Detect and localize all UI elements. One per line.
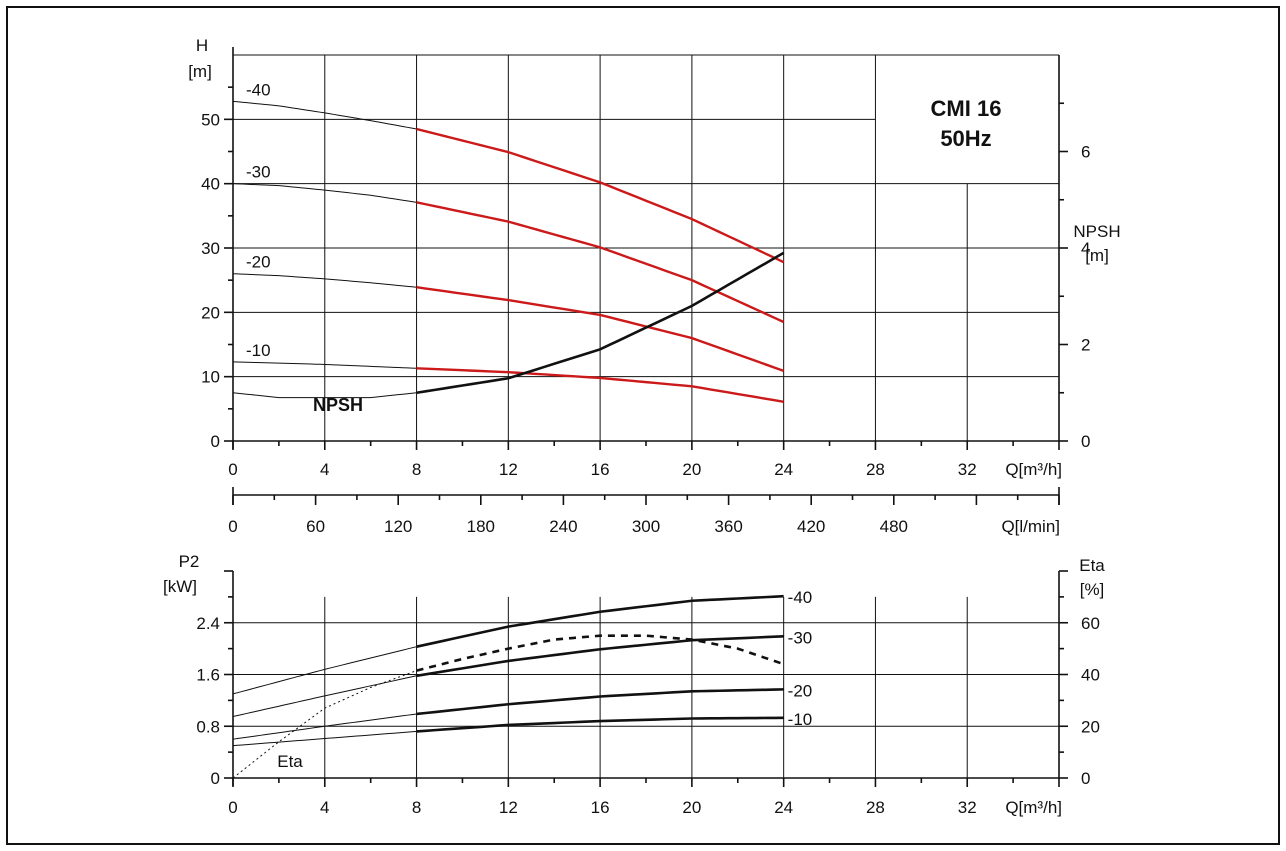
power-curve--30-extension (232, 675, 417, 718)
chart-title: CMI 16 (931, 96, 1002, 121)
q-tick-label: 12 (499, 460, 518, 479)
q-lmin-tick-label: 360 (714, 517, 742, 536)
head-curve--30-extension (232, 183, 417, 203)
eta-tick-label: 20 (1081, 717, 1100, 736)
npsh-tick-label: 6 (1081, 143, 1090, 162)
q-tick-label: 32 (958, 460, 977, 479)
eta-curve-Eta (416, 634, 785, 672)
q-lmin-tick-label: 180 (467, 517, 495, 536)
q-tick-label-bottom: 28 (866, 798, 885, 817)
power-curve-label: -20 (788, 681, 813, 700)
power-curve--20-extension (232, 713, 417, 740)
q-tick-label-bottom: 0 (228, 798, 237, 817)
axis-layer (224, 47, 1068, 787)
h-axis-label: H (196, 36, 208, 55)
p2-tick-label: 1.6 (196, 666, 220, 685)
h-axis-unit: [m] (188, 62, 212, 81)
eta-tick-label: 40 (1081, 666, 1100, 685)
q-lmin-tick-label: 60 (306, 517, 325, 536)
h-tick-label: 30 (201, 239, 220, 258)
q-tick-label: 0 (228, 460, 237, 479)
power-curve-label: -30 (788, 628, 813, 647)
power-curve-label: -10 (788, 710, 813, 729)
head-curve--30 (416, 201, 785, 324)
head-curve-label: -20 (246, 253, 271, 272)
q-tick-label: 20 (682, 460, 701, 479)
q-lmin-tick-label: 120 (384, 517, 412, 536)
head-curve-label: -40 (246, 80, 271, 99)
chart-frame (6, 6, 1280, 845)
power-curve--40 (416, 594, 784, 648)
p2-tick-label: 0.8 (196, 717, 220, 736)
q-tick-label: 28 (866, 460, 885, 479)
power-curve--20 (416, 688, 784, 716)
h-tick-label: 50 (201, 110, 220, 129)
q-tick-label-bottom: 12 (499, 798, 518, 817)
power-curve--30 (416, 635, 784, 678)
q-lmin-axis-label: Q[l/min] (1001, 517, 1060, 536)
q-lmin-tick-label: 0 (228, 517, 237, 536)
q-tick-label: 16 (591, 460, 610, 479)
npsh-curve-label: NPSH (313, 395, 363, 415)
npsh-curve-NPSH-extension (232, 392, 417, 399)
power-curve--10-extension (232, 730, 417, 747)
q-tick-label-bottom: 24 (774, 798, 793, 817)
head-curve--10 (416, 367, 784, 403)
head-curve--10-extension (232, 361, 417, 369)
p2-axis-label: P2 (179, 552, 200, 571)
power-curve-label: -40 (788, 588, 813, 607)
q-lmin-tick-label: 300 (632, 517, 660, 536)
grid-layer (233, 54, 1059, 778)
q-tick-label-bottom: 4 (320, 798, 329, 817)
q-lmin-tick-label: 240 (549, 517, 577, 536)
eta-axis-label: Eta (1079, 556, 1105, 575)
eta-axis-unit: [%] (1080, 580, 1105, 599)
head-curve--40 (416, 127, 785, 264)
eta-curve-Eta-extension (232, 670, 417, 779)
npsh-tick-label: 0 (1081, 432, 1090, 451)
power-curve--10 (416, 716, 784, 733)
head-curve-label: -10 (246, 341, 271, 360)
head-curve--20-extension (232, 273, 417, 288)
h-tick-label: 40 (201, 175, 220, 194)
q-lmin-tick-label: 420 (797, 517, 825, 536)
q-tick-label-bottom: 32 (958, 798, 977, 817)
q-tick-label-bottom: 8 (412, 798, 421, 817)
h-tick-label: 0 (211, 432, 220, 451)
q-axis-label-bottom: Q[m³/h] (1005, 798, 1062, 817)
npsh-tick-label: 2 (1081, 336, 1090, 355)
h-tick-label: 20 (201, 303, 220, 322)
p2-tick-label: 0 (211, 769, 220, 788)
q-axis-label: Q[m³/h] (1005, 460, 1062, 479)
npsh-tick-label: 4 (1081, 239, 1090, 258)
q-lmin-tick-label: 480 (880, 517, 908, 536)
p2-tick-label: 2.4 (196, 614, 220, 633)
curve-layer (232, 100, 785, 779)
npsh-axis-unit: [m] (1085, 246, 1109, 265)
head-curve--20 (416, 286, 785, 373)
power-curve--40-extension (232, 646, 417, 695)
q-tick-label-bottom: 20 (682, 798, 701, 817)
q-tick-label: 4 (320, 460, 329, 479)
q-tick-label-bottom: 16 (591, 798, 610, 817)
eta-curve-label: Eta (277, 752, 303, 771)
eta-tick-label: 0 (1081, 769, 1090, 788)
h-tick-label: 10 (201, 368, 220, 387)
npsh-curve-NPSH (416, 251, 785, 395)
p2-axis-unit: [kW] (163, 577, 197, 596)
head-curve-label: -30 (246, 163, 271, 182)
chart-subtitle: 50Hz (940, 126, 991, 151)
head-curve--40-extension (232, 100, 417, 130)
q-tick-label: 24 (774, 460, 793, 479)
q-tick-label: 8 (412, 460, 421, 479)
eta-tick-label: 60 (1081, 614, 1100, 633)
npsh-axis-label: NPSH (1073, 222, 1120, 241)
